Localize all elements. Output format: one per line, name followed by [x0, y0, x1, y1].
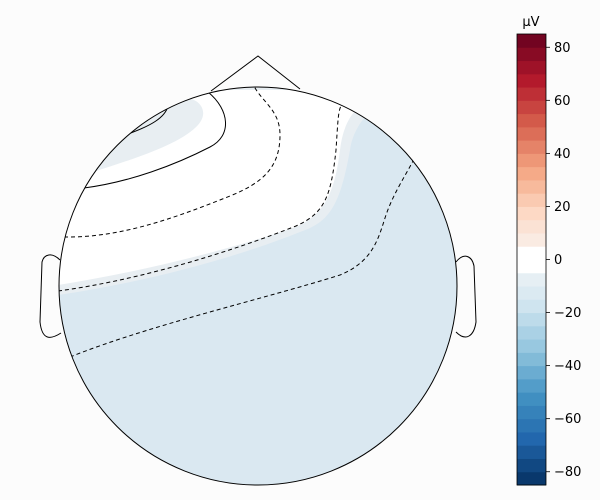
- colorbar-segment: [517, 286, 546, 300]
- colorbar-tick-label: 20: [554, 200, 571, 215]
- colorbar-tick-label: 40: [554, 147, 571, 162]
- colorbar-segment: [517, 339, 546, 353]
- colorbar-segment: [517, 471, 546, 486]
- contour-solid-2: [83, 91, 226, 189]
- colorbar-segment: [517, 312, 546, 327]
- colorbar-segment: [517, 352, 546, 367]
- colorbar-tick-label: 0: [554, 253, 562, 268]
- colorbar-tick-label: 60: [554, 94, 571, 109]
- colorbar-segment: [517, 34, 546, 48]
- colorbar-segment: [517, 458, 546, 473]
- colorbar-segment: [517, 392, 546, 406]
- colorbar-unit-label: µV: [522, 15, 539, 30]
- contour-dashed-3: [69, 160, 414, 358]
- colorbar-tick-label: −80: [554, 465, 581, 480]
- colorbar-tick-label: 80: [554, 41, 571, 56]
- head-outline: [58, 86, 458, 486]
- contour-dashed-2: [59, 103, 343, 292]
- topomap-fill: [59, 87, 457, 485]
- colorbar-segment: [517, 73, 546, 88]
- colorbar-ticks: −80 −60 −40 −20 0 20 40 60 80: [546, 41, 581, 480]
- colorbar-segment: [517, 365, 546, 380]
- colorbar-segment: [517, 405, 546, 420]
- colorbar-segment: [517, 232, 546, 247]
- colorbar-segment: [517, 60, 546, 75]
- colorbar-tick-label: −60: [554, 412, 581, 427]
- colorbar-segment: [517, 140, 546, 154]
- colorbar-segment: [517, 219, 546, 234]
- colorbar-segment: [517, 113, 546, 128]
- colorbar-segment: [517, 100, 546, 115]
- colorbar-segment: [517, 87, 546, 101]
- colorbar-segment: [517, 179, 546, 194]
- contour-dashed-1: [63, 87, 281, 238]
- colorbar-tick-label: −40: [554, 359, 581, 374]
- colorbar-segment: [517, 445, 546, 459]
- right-ear: [455, 255, 477, 338]
- colorbar-segment: [517, 431, 546, 446]
- colorbar-segment: [517, 378, 546, 393]
- head-features: [39, 55, 477, 338]
- colorbar-segment: [517, 153, 546, 168]
- colorbar-segment: [517, 325, 546, 340]
- colorbar-segment: [517, 418, 546, 433]
- colorbar-segments: [517, 34, 546, 486]
- nose: [210, 55, 301, 92]
- colorbar-segment: [517, 246, 546, 260]
- region-frontal-left-patch: [93, 97, 204, 172]
- colorbar-segment: [517, 206, 546, 221]
- colorbar-segment: [517, 193, 546, 207]
- colorbar-segment: [517, 47, 546, 62]
- colorbar-segment: [517, 259, 546, 274]
- colorbar-tick-label: −20: [554, 306, 581, 321]
- colorbar-segment: [517, 272, 546, 287]
- colorbar-segment: [517, 299, 546, 314]
- colorbar: −80 −60 −40 −20 0 20 40 60 80 µV: [516, 15, 581, 486]
- colorbar-segment: [517, 166, 546, 181]
- left-ear: [39, 254, 62, 338]
- colorbar-segment: [517, 126, 546, 141]
